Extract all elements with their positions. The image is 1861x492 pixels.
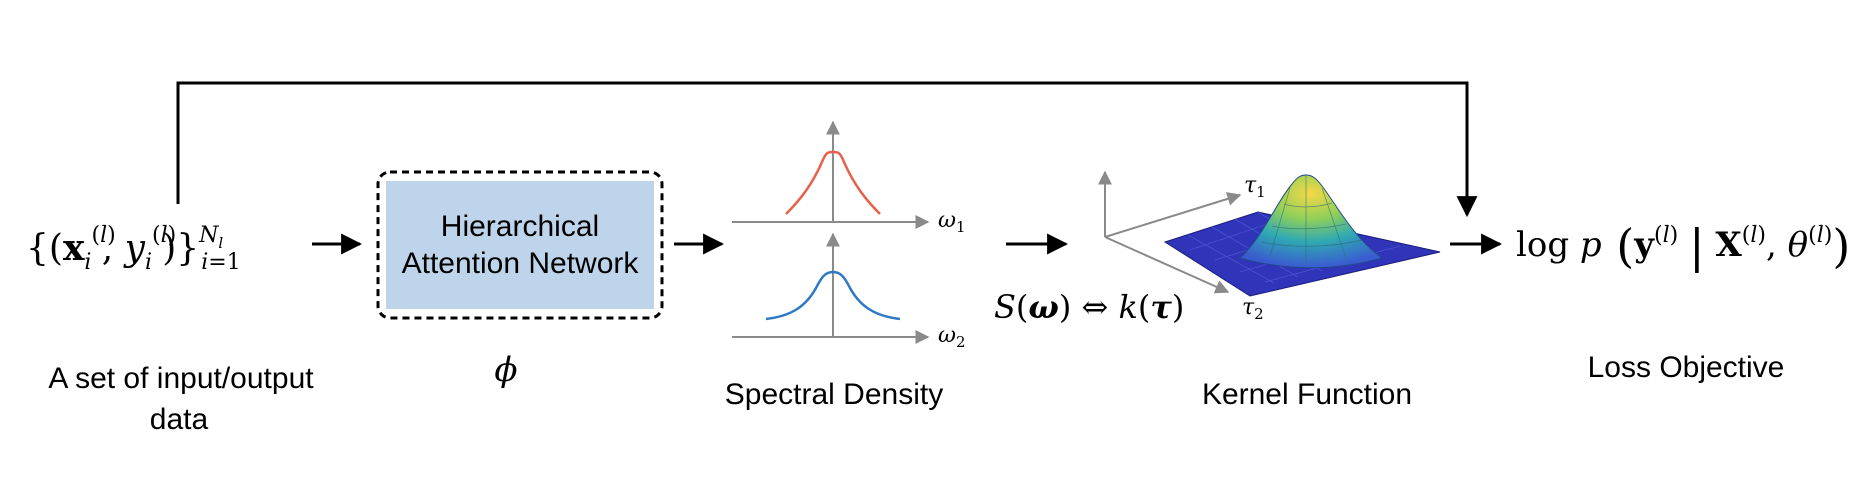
kernel-function-group: τ1 τ2 Kernel Function — [1098, 170, 1441, 411]
kernel-function-caption: Kernel Function — [1202, 378, 1412, 411]
input-data-group: {(xi(l), yi(l))}Nl i=1 A set of input/out… — [26, 223, 314, 436]
network-label-line2: Attention Network — [402, 247, 640, 280]
spectral-density-peak-1 — [785, 150, 881, 215]
network-param-symbol: ϕ — [494, 350, 517, 390]
kernel-tau2-axis — [1104, 236, 1230, 294]
feedback-connector — [176, 81, 1478, 218]
input-data-caption-line2: data — [150, 403, 209, 436]
loss-objective-group: log p (y(l) | X(l), θ(l)) Loss Objective — [1516, 219, 1850, 384]
kernel-tau1-axis — [1104, 192, 1242, 238]
spectral-density-caption: Spectral Density — [725, 378, 943, 411]
network-label-line1: Hierarchical — [441, 210, 599, 243]
input-data-caption-line1: A set of input/output — [48, 362, 314, 395]
network-dashed-border — [376, 170, 664, 320]
network-box — [386, 181, 654, 309]
spectral-density-peak-2 — [765, 270, 901, 321]
omega-2-label: ω2 — [938, 323, 966, 351]
network-group: Hierarchical Attention Network ϕ — [376, 170, 664, 390]
kernel-peak-mesh — [1261, 176, 1363, 262]
tau-2-label: τ2 — [1242, 295, 1264, 323]
input-data-formula: {(xi(l), yi(l))}Nl i=1 — [26, 223, 241, 275]
omega-1-label: ω1 — [938, 208, 966, 236]
loss-formula: log p (y(l) | X(l), θ(l)) — [1516, 219, 1850, 273]
tau-1-label: τ1 — [1244, 173, 1266, 201]
loss-objective-caption: Loss Objective — [1588, 351, 1785, 384]
spectral-density-group: ω1 ω2 Spectral Density — [725, 120, 966, 411]
bochner-relation: S(ω) ⇔ k(τ) — [994, 288, 1184, 326]
